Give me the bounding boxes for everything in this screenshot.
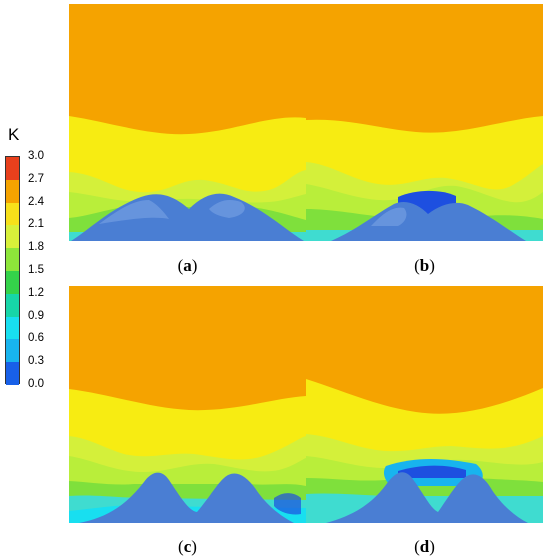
panel-c: [69, 286, 306, 523]
legend-tick-label: 1.8: [28, 241, 44, 254]
caption-c: (c): [178, 537, 197, 556]
caption-b: (b): [414, 256, 435, 275]
caption-d: (d): [414, 537, 435, 556]
legend-colorbar: [5, 156, 20, 386]
legend-tick-label: 2.7: [28, 172, 44, 185]
legend-title: K: [8, 125, 20, 144]
legend-band: [6, 271, 19, 294]
legend-tick-label: 0.6: [28, 332, 44, 345]
legend-band: [6, 248, 19, 272]
panel-b: [306, 4, 543, 241]
legend-band: [6, 293, 19, 317]
legend-band: [6, 225, 19, 249]
legend-tick-label: 0.0: [28, 378, 44, 390]
legend-band: [6, 179, 19, 203]
legend-tick-label: 2.1: [28, 218, 44, 231]
legend-tick-label: 1.2: [28, 286, 44, 299]
colorbar-legend: K 3.0 2.7 2.4 2.1 1.8 1.5 1.2 0.9 0.6 0.3 0.0: [0, 0, 60, 400]
legend-tick-label: 2.4: [28, 195, 44, 208]
legend-band: [6, 362, 19, 386]
legend-tick-label: 3.0: [28, 150, 44, 162]
panel-d: [306, 286, 543, 523]
legend-tick-label: 0.3: [28, 355, 44, 368]
legend-tick-label: 1.5: [28, 264, 44, 276]
legend-band: [6, 339, 19, 363]
legend-band: [6, 157, 19, 180]
caption-a: (a): [177, 256, 198, 275]
legend-tick-label: 0.9: [28, 309, 44, 322]
legend-band: [6, 202, 19, 226]
legend-band: [6, 316, 19, 340]
panel-a: [69, 4, 306, 241]
